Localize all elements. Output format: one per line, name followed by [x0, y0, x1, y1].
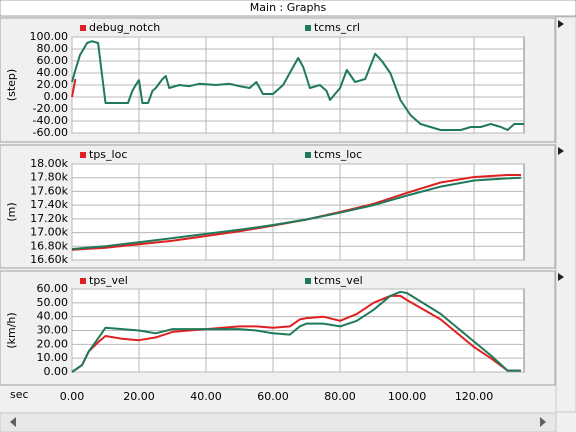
x-tick-label: 80.00: [324, 390, 356, 403]
series-line: [71, 294, 521, 373]
y-tick-label: 40.00: [37, 310, 69, 323]
y-tick-label: 100.00: [30, 30, 69, 43]
y-tick-label: 18.00k: [30, 157, 68, 170]
title-bar: [0, 0, 576, 17]
x-tick-label: 40.00: [190, 390, 222, 403]
vertical-scrollbar[interactable]: [555, 16, 576, 413]
x-tick-label: 100.00: [388, 390, 427, 403]
series-line: [71, 176, 522, 250]
x-tick-label: 120.00: [455, 390, 494, 403]
y-axis-label: (step): [5, 69, 18, 101]
legend-label: debug_notch: [89, 21, 160, 34]
y-tick-label: 10.00: [37, 351, 69, 364]
y-tick-label: 17.60k: [30, 184, 68, 197]
y-axis-label: (m): [5, 202, 18, 221]
series-line: [71, 40, 524, 131]
legend-label: tps_loc: [89, 148, 127, 161]
series-line: [71, 290, 521, 373]
panel-menu-arrow[interactable]: [558, 273, 564, 281]
legend-swatch: [305, 152, 311, 158]
window-title: Main : Graphs: [250, 1, 327, 14]
legend-label: tcms_loc: [314, 148, 362, 161]
x-tick-label: 20.00: [123, 390, 155, 403]
series-line: [71, 78, 77, 98]
legend-label: tcms_vel: [314, 274, 363, 287]
y-tick-label: 20.00: [37, 78, 69, 91]
y-tick-label: 50.00: [37, 296, 69, 309]
panel-menu-arrow[interactable]: [558, 20, 564, 28]
y-tick-label: -40.00: [33, 114, 68, 127]
y-tick-label: 60.00: [37, 282, 69, 295]
y-tick-label: -20.00: [33, 102, 68, 115]
x-axis-label: sec: [10, 388, 29, 401]
panel-menu-arrow[interactable]: [558, 147, 564, 155]
y-tick-label: -60.00: [33, 126, 68, 139]
scroll-left-arrow[interactable]: [10, 417, 16, 427]
y-tick-label: 17.00k: [30, 226, 68, 239]
y-tick-label: 20.00: [37, 337, 69, 350]
y-tick-label: 0.00: [44, 365, 69, 378]
y-tick-label: 0.00: [44, 90, 69, 103]
legend-swatch: [80, 25, 86, 31]
legend-swatch: [80, 152, 86, 158]
y-tick-label: 17.20k: [30, 212, 68, 225]
y-tick-label: 60.00: [37, 54, 69, 67]
x-tick-label: 60.00: [257, 390, 289, 403]
y-tick-label: 16.60k: [30, 253, 68, 266]
plot-area: [71, 163, 525, 261]
legend-label: tcms_crl: [314, 21, 360, 34]
y-axis-label: (km/h): [5, 312, 18, 348]
legend-label: tps_vel: [89, 274, 128, 287]
scroll-right-arrow[interactable]: [540, 417, 546, 427]
y-tick-label: 16.80k: [30, 239, 68, 252]
legend-swatch: [305, 278, 311, 284]
horizontal-scrollbar[interactable]: [0, 412, 557, 432]
y-tick-label: 17.40k: [30, 198, 68, 211]
y-tick-label: 40.00: [37, 66, 69, 79]
legend-swatch: [305, 25, 311, 31]
x-tick-label: 0.00: [60, 390, 85, 403]
legend-swatch: [80, 278, 86, 284]
y-tick-label: 30.00: [37, 324, 69, 337]
y-tick-label: 80.00: [37, 42, 69, 55]
y-tick-label: 17.80k: [30, 171, 68, 184]
